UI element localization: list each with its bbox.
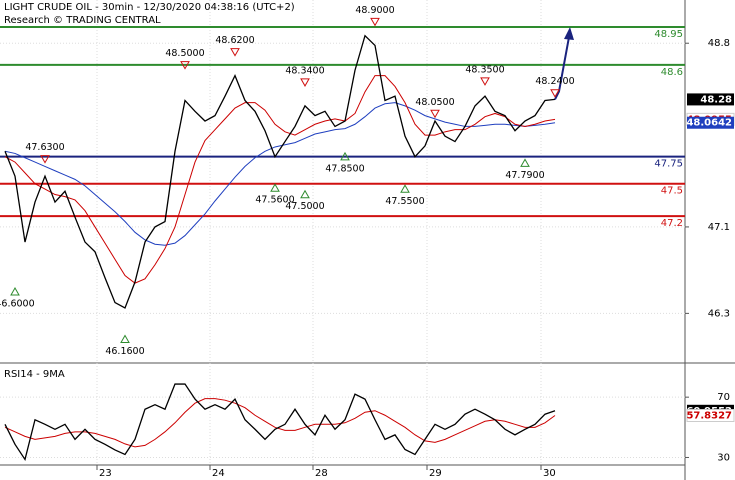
high-label: 48.3400 (285, 65, 324, 76)
x-tick-label: 24 (212, 468, 225, 479)
chart-title: LIGHT CRUDE OIL - 30min - 12/30/2020 04:… (4, 2, 295, 13)
low-label: 47.5500 (385, 196, 424, 207)
low-marker (400, 184, 410, 193)
last-value-label: 48.28 (700, 94, 732, 105)
y-tick-label: 30 (717, 452, 730, 463)
low-label: 46.6000 (0, 298, 35, 309)
y-tick-label: 47.1 (708, 222, 730, 233)
x-tick-label: 30 (543, 468, 556, 479)
x-tick-label: 29 (429, 468, 442, 479)
low-label: 47.5000 (285, 201, 324, 212)
series-line (4, 383, 556, 462)
high-marker (480, 77, 490, 86)
level-label: 47.75 (654, 159, 683, 170)
high-label: 48.5000 (165, 48, 204, 59)
level-label: 47.5 (661, 186, 683, 197)
low-marker (520, 158, 530, 167)
high-label: 47.6300 (25, 142, 64, 153)
low-marker (120, 334, 130, 344)
last-value-box (687, 116, 734, 129)
rsi-title: RSI14 - 9MA (4, 369, 65, 380)
high-marker (230, 48, 240, 57)
low-label: 47.8500 (325, 163, 364, 174)
high-marker (40, 155, 50, 164)
series-line (4, 398, 556, 448)
low-marker (340, 151, 350, 161)
projection-arrow (554, 36, 570, 100)
low-marker (10, 286, 20, 296)
chart-subtitle: Research © TRADING CENTRAL (4, 15, 161, 26)
series-line (4, 102, 556, 246)
x-tick-label: 28 (315, 468, 328, 479)
level-label: 47.2 (661, 218, 683, 229)
y-tick-label: 70 (717, 392, 730, 403)
high-label: 48.2400 (535, 76, 574, 87)
last-value-box (687, 93, 734, 106)
high-label: 48.6200 (215, 35, 254, 46)
low-label: 46.1600 (105, 346, 144, 357)
high-marker (430, 109, 440, 119)
series-line (4, 34, 556, 309)
high-label: 48.3500 (465, 64, 504, 75)
low-label: 47.7900 (505, 170, 544, 181)
low-marker (300, 189, 310, 199)
last-value-box (686, 409, 735, 423)
arrow-head (564, 27, 574, 41)
level-label: 48.6 (661, 67, 683, 78)
y-tick-label: 48.8 (708, 38, 730, 49)
y-tick-label: 46.3 (708, 308, 730, 319)
low-marker (270, 183, 280, 192)
level-label: 48.95 (654, 29, 683, 40)
high-label: 48.9000 (355, 5, 394, 16)
last-value-label: 57.8327 (686, 411, 732, 422)
high-marker (300, 78, 310, 87)
high-marker (180, 61, 190, 70)
last-value-label: 48.0642 (686, 118, 732, 129)
high-marker (550, 89, 560, 98)
x-tick-label: 23 (99, 468, 112, 479)
high-marker (370, 17, 380, 27)
high-label: 48.0500 (415, 97, 454, 108)
low-label: 47.5600 (255, 195, 294, 206)
